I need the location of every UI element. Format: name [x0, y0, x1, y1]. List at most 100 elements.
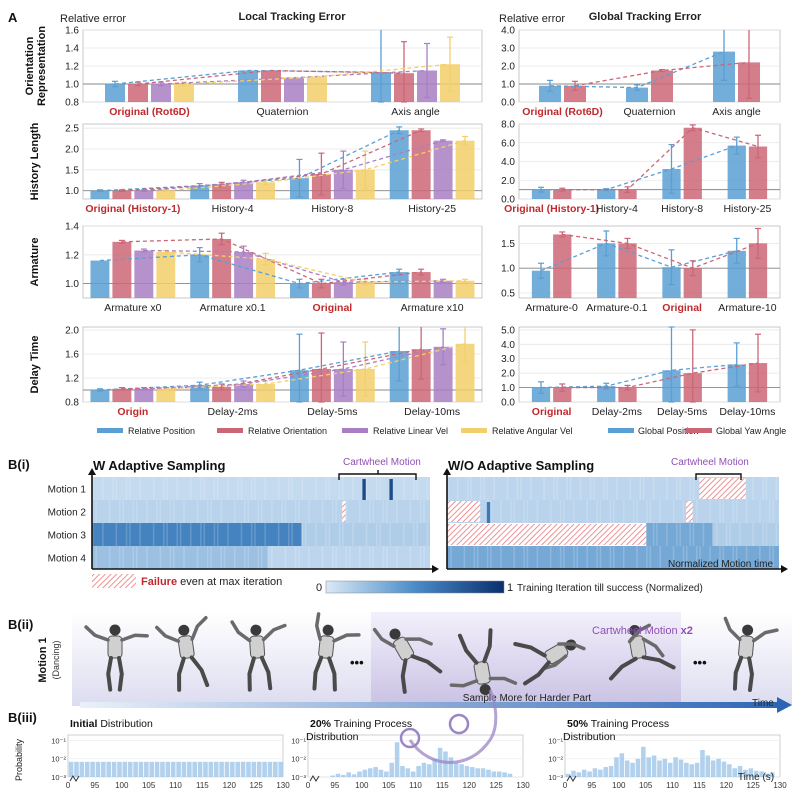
heatmap-texture — [102, 523, 104, 546]
bar-relative-angular-vel — [355, 282, 375, 298]
dist-x-tick: 120 — [720, 781, 734, 790]
robot-arm — [261, 623, 287, 642]
dist-bar — [235, 761, 240, 777]
heatmap-texture — [386, 500, 388, 523]
dist-bar — [502, 772, 507, 777]
dist-x-tick: 120 — [223, 781, 237, 790]
heatmap-texture — [586, 546, 588, 569]
heatmap-texture — [765, 523, 768, 546]
dist-bar — [689, 764, 694, 777]
heatmap-texture — [179, 523, 182, 546]
heatmap-texture — [325, 477, 327, 500]
robot-leg — [457, 633, 479, 665]
heatmap-cell — [447, 546, 779, 569]
x-category-label: Original (History-1) — [504, 203, 599, 215]
bar-relative-position — [90, 390, 110, 402]
dist-bar — [443, 751, 448, 777]
x-category-label: History-4 — [596, 203, 638, 215]
heatmap-texture — [264, 523, 266, 546]
failure-legend-swatch — [92, 574, 136, 588]
heatmap-texture — [166, 523, 168, 546]
failure-region — [447, 501, 481, 522]
heatmap-texture — [402, 523, 405, 546]
heatmap-texture — [579, 477, 582, 500]
heatmap-texture — [372, 546, 375, 569]
heatmap-texture — [146, 546, 148, 569]
heatmap-texture — [466, 477, 469, 500]
heatmap-texture — [549, 546, 552, 569]
dist-title: 20% Training Process — [310, 718, 412, 730]
robot-arm — [541, 654, 568, 671]
heatmap-y-arrow — [443, 468, 451, 475]
robot-arm — [723, 616, 742, 642]
dist-x-tick: 95 — [587, 781, 596, 790]
robot-leg — [189, 655, 210, 688]
heatmap-texture — [520, 477, 522, 500]
heatmap-texture — [510, 500, 512, 523]
robot-pose-4 — [312, 612, 361, 692]
dist-bar — [619, 753, 625, 777]
heatmap-texture — [206, 546, 209, 569]
distribution-charts: 10⁻¹10⁻²10⁻³0 95 100 105 110 115 120 125 130Init… — [51, 718, 787, 790]
heatmap-texture — [250, 477, 253, 500]
chart-global_armature: 0.5 1.0 1.5 Armature-0 Armature-0.1 Original A… — [501, 225, 781, 314]
x-category-label: Original — [662, 302, 702, 314]
x-category-label: Axis angle — [712, 106, 761, 118]
dist-bar — [79, 761, 85, 777]
heatmap-texture — [659, 500, 661, 523]
heatmap-y-arrow — [88, 468, 96, 475]
ellipsis-1: ••• — [350, 655, 364, 670]
heatmap-texture — [596, 500, 598, 523]
dist-x-tick: 100 — [612, 781, 626, 790]
heatmap-texture — [715, 523, 718, 546]
local-legend: Relative Position Relative Orientation R… — [97, 426, 573, 436]
row-label: Delay Time — [29, 336, 41, 394]
x-category-label: History-4 — [212, 203, 254, 215]
dist-title-line2: Distribution — [306, 731, 359, 743]
bar-relative-orientation — [212, 184, 232, 199]
global-title: Global Tracking Error — [589, 11, 702, 23]
local-relative-error-label: Relative error — [60, 13, 126, 25]
legend-relative-angular-vel: Relative Angular Vel — [492, 426, 573, 436]
x-category-label: Armature-10 — [718, 302, 777, 314]
heatmap-texture — [176, 477, 178, 500]
dist-bar — [421, 762, 427, 777]
y-tick-label: 2.0 — [501, 62, 515, 73]
heatmap-texture — [159, 546, 162, 569]
heatmap-texture — [599, 546, 602, 569]
y-tick-label: 1.2 — [65, 374, 79, 385]
heatmap-texture — [722, 500, 725, 523]
heatmap-heatmap_without — [443, 468, 788, 573]
robot-head — [389, 628, 401, 640]
heatmap-texture — [616, 477, 618, 500]
time-label: Time — [752, 698, 774, 709]
dist-bar — [389, 762, 394, 777]
heatmap-texture — [649, 546, 652, 569]
heatmap-texture — [772, 500, 774, 523]
heatmap-row-label: Motion 2 — [48, 508, 87, 519]
dist-bar — [673, 757, 678, 777]
heatmap-texture — [257, 546, 260, 569]
heatmap-texture — [596, 546, 598, 569]
heatmap-texture — [686, 546, 688, 569]
trend-line — [137, 69, 405, 85]
heatmap-texture — [213, 477, 216, 500]
robot-pose-3 — [230, 620, 287, 692]
heatmap-texture — [559, 500, 562, 523]
heatmap-texture — [622, 500, 625, 523]
heatmap-texture — [261, 546, 263, 569]
heatmap-texture — [169, 546, 172, 569]
dist-bar — [641, 746, 646, 777]
heatmap-texture — [692, 523, 695, 546]
dist-bar — [475, 768, 480, 777]
failure-rest: even at max iteration — [177, 576, 282, 588]
y-tick-label: 4.0 — [501, 26, 515, 37]
trend-line — [165, 343, 466, 390]
heatmap-texture — [775, 523, 778, 546]
robot-pose-9 — [723, 616, 779, 692]
heatmap-texture — [220, 500, 222, 523]
row-label-line: Orientation — [24, 36, 36, 95]
bar-relative-orientation — [112, 241, 132, 298]
x-category-label: Delay-2ms — [592, 406, 642, 418]
